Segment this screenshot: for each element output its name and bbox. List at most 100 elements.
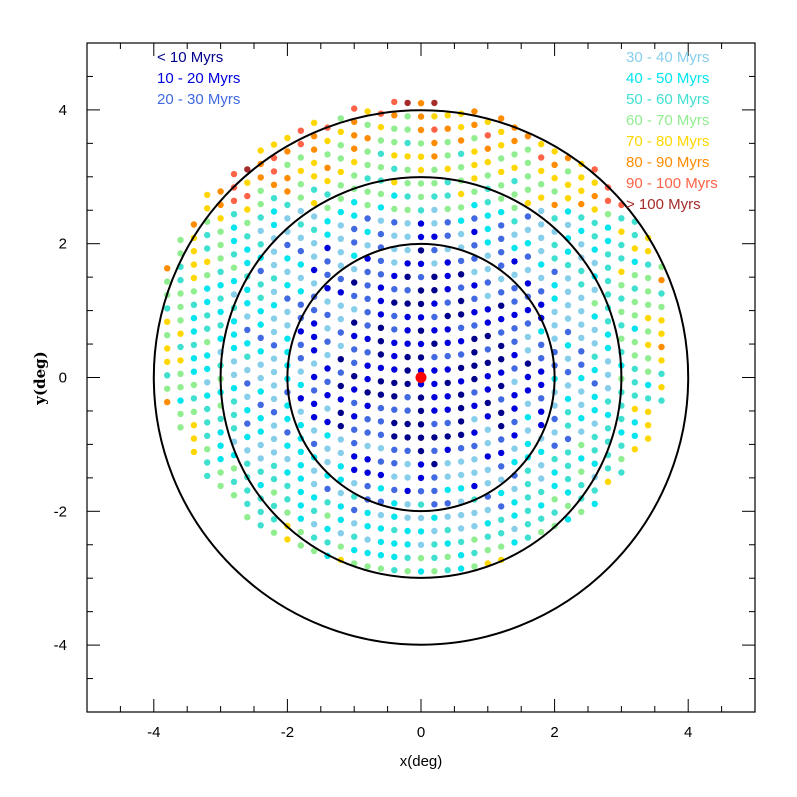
scatter-point [217, 255, 224, 262]
scatter-point [310, 306, 318, 314]
scatter-point [511, 191, 518, 198]
scatter-point [244, 166, 251, 173]
scatter-point [444, 179, 451, 186]
scatter-point [511, 418, 518, 426]
scatter-point [471, 242, 478, 249]
radius-3-circle [219, 176, 623, 579]
scatter-point [177, 276, 184, 284]
scatter-point [551, 509, 558, 516]
scatter-point [631, 392, 638, 399]
scatter-point [364, 442, 371, 450]
scatter-point [551, 442, 558, 449]
scatter-point [604, 411, 612, 419]
scatter-point [230, 170, 238, 178]
scatter-point [591, 166, 598, 173]
scatter-point [457, 257, 465, 265]
scatter-point [524, 373, 532, 381]
scatter-point [230, 492, 238, 499]
scatter-point [204, 325, 211, 332]
scatter-point [591, 259, 598, 267]
scatter-point [551, 282, 558, 289]
scatter-point [297, 301, 304, 308]
scatter-point [404, 166, 411, 173]
scatter-point [591, 460, 598, 467]
scatter-point [484, 306, 491, 313]
scatter-point [644, 261, 652, 268]
scatter-point [297, 154, 304, 161]
scatter-point [484, 466, 491, 473]
scatter-point [511, 392, 518, 399]
scatter-point [310, 226, 318, 233]
scatter-point [284, 455, 291, 463]
legend-entry: > 100 Myrs [626, 196, 701, 213]
scatter-point [404, 99, 411, 107]
scatter-point [604, 197, 612, 204]
scatter-point [511, 151, 518, 158]
scatter-point [564, 315, 572, 322]
scatter-point [284, 148, 291, 155]
scatter-point [578, 348, 585, 355]
scatter-point [244, 460, 251, 467]
scatter-point [404, 193, 411, 200]
scatter-point [538, 221, 545, 228]
scatter-point [524, 387, 532, 394]
scatter-point [618, 215, 625, 222]
scatter-point [444, 366, 451, 373]
scatter-point [578, 200, 585, 208]
scatter-point [511, 177, 518, 185]
scatter-point [351, 480, 358, 487]
scatter-point [457, 538, 465, 546]
scatter-point [177, 290, 184, 297]
scatter-point [431, 514, 438, 521]
scatter-point [431, 554, 438, 561]
scatter-point [498, 182, 505, 189]
scatter-point [524, 213, 532, 220]
scatter-point [391, 205, 398, 213]
scatter-point [618, 429, 625, 436]
scatter-point [284, 469, 291, 476]
scatter-point [551, 429, 558, 436]
scatter-point [351, 105, 358, 112]
scatter-point [658, 276, 665, 284]
scatter-point [377, 485, 385, 492]
scatter-point [498, 315, 505, 323]
scatter-point [337, 369, 344, 376]
scatter-point [204, 405, 211, 413]
scatter-point [284, 415, 291, 423]
scatter-point [364, 135, 371, 142]
scatter-point [190, 248, 198, 255]
scatter-point [364, 242, 371, 249]
scatter-point [364, 536, 371, 543]
scatter-point [391, 513, 398, 520]
scatter-point [324, 298, 331, 305]
scatter-point [230, 277, 238, 285]
scatter-point [564, 168, 572, 175]
scatter-point [284, 255, 291, 262]
scatter-point [511, 285, 518, 292]
scatter-point [644, 408, 652, 415]
scatter-point [644, 301, 652, 308]
scatter-point [204, 419, 211, 426]
scatter-point [284, 322, 291, 329]
scatter-point [337, 516, 344, 523]
scatter-point [471, 322, 478, 329]
scatter-point [404, 407, 411, 414]
scatter-point [644, 422, 652, 429]
scatter-point [337, 396, 344, 403]
scatter-point [631, 231, 638, 239]
scatter-point [551, 241, 558, 249]
scatter-point [337, 208, 344, 216]
scatter-point [417, 488, 425, 495]
scatter-point [377, 445, 385, 452]
scatter-point [270, 168, 278, 175]
scatter-point [431, 313, 438, 321]
scatter-point [578, 455, 585, 462]
scatter-point [351, 520, 358, 527]
scatter-point [404, 568, 411, 575]
scatter-point [538, 234, 545, 241]
scatter-point [457, 338, 465, 345]
scatter-point [377, 538, 385, 546]
scatter-point [404, 327, 411, 334]
scatter-point [164, 265, 171, 272]
scatter-point [230, 411, 238, 419]
